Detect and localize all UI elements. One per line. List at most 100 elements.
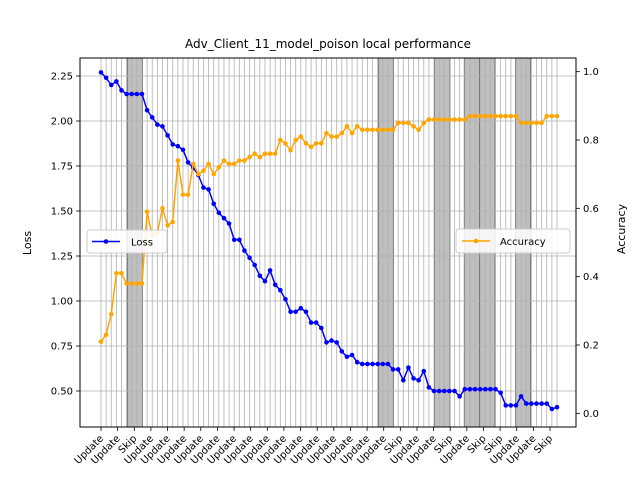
legend-loss-box (86, 229, 168, 254)
data-point (319, 325, 324, 331)
data-point (144, 107, 150, 113)
y-tick-label: 1.00 (51, 297, 73, 308)
data-point (108, 311, 114, 317)
data-point (124, 91, 129, 97)
data-point (308, 144, 314, 150)
y2-tick-label: 0.6 (583, 204, 599, 215)
y2-tick-label: 0.4 (583, 272, 599, 283)
series-loss (98, 70, 560, 412)
data-point (155, 122, 160, 127)
skip-band (378, 57, 394, 428)
data-point (175, 143, 181, 149)
data-point (344, 354, 350, 360)
data-point (390, 367, 396, 372)
data-point (201, 185, 206, 190)
data-point (201, 168, 206, 174)
data-point (493, 113, 498, 119)
legend-accuracy-box (455, 228, 571, 254)
data-point (385, 361, 391, 367)
data-point (267, 151, 273, 156)
data-point (508, 403, 514, 408)
data-point (447, 388, 452, 394)
y2-tick-label: 0.2 (583, 341, 599, 352)
data-point (534, 120, 539, 126)
data-point (114, 270, 119, 276)
y-tick-label: 0.75 (51, 342, 73, 353)
y2-tick-label: 1.0 (583, 67, 599, 78)
skip-band (434, 57, 451, 428)
data-point (447, 117, 452, 122)
legend-loss: Loss (86, 229, 168, 254)
data-point (365, 127, 370, 133)
data-point (298, 134, 304, 139)
data-point (421, 368, 427, 374)
left-axis-ticks: 0.50 0.75 1.00 1.25 1.50 1.75 2.00 2.25 (51, 72, 80, 398)
data-point (349, 352, 355, 358)
y-tick-label: 1.75 (51, 162, 73, 173)
data-point (395, 367, 401, 372)
data-point (539, 401, 544, 406)
data-point (334, 340, 339, 345)
data-point (344, 124, 350, 129)
data-point (482, 113, 488, 119)
data-point (523, 120, 529, 126)
data-point (329, 338, 334, 343)
data-point (467, 113, 473, 119)
data-point (272, 151, 278, 156)
data-point (272, 282, 278, 288)
data-point (288, 147, 293, 153)
data-point (160, 124, 165, 129)
data-point (303, 141, 309, 146)
data-point (431, 117, 437, 122)
data-point (503, 403, 509, 408)
data-point (365, 361, 370, 367)
data-point (267, 268, 273, 273)
data-point (139, 91, 145, 97)
y-tick-label: 2.25 (51, 72, 73, 83)
data-point (119, 88, 124, 93)
data-point (231, 161, 237, 167)
data-point (185, 192, 191, 197)
data-point (103, 332, 109, 338)
data-point (180, 147, 186, 153)
data-point (416, 377, 421, 383)
data-point (375, 361, 380, 367)
data-point (411, 124, 416, 129)
data-point (452, 388, 457, 394)
data-point (298, 305, 304, 311)
data-point (165, 223, 170, 228)
data-point (231, 237, 237, 243)
data-point (529, 401, 534, 406)
data-point (385, 127, 391, 133)
data-point (370, 127, 375, 133)
data-point (498, 113, 503, 119)
data-point (206, 161, 211, 167)
data-point (303, 309, 309, 315)
data-point (467, 386, 473, 392)
data-point (488, 113, 493, 119)
data-point (477, 113, 483, 119)
data-point (216, 165, 222, 170)
y-axis-label: Loss (21, 231, 34, 255)
data-point (103, 75, 109, 81)
y2-axis-label: Accuracy (615, 203, 628, 254)
data-point (149, 115, 155, 120)
data-point (493, 386, 498, 392)
data-point (360, 127, 365, 133)
data-point (400, 120, 406, 126)
data-point (139, 281, 145, 286)
chart-title: Adv_Client_11_model_poison local perform… (185, 37, 471, 51)
data-point (170, 142, 176, 147)
right-axis-ticks: 0.0 0.2 0.4 0.6 0.8 1.0 (576, 67, 599, 420)
data-point (313, 141, 319, 146)
data-point (180, 192, 186, 197)
data-point (544, 401, 550, 406)
data-point (513, 113, 519, 119)
data-point (457, 117, 462, 122)
data-point (334, 134, 339, 139)
y-tick-label: 2.00 (51, 117, 73, 128)
data-point (134, 281, 140, 286)
data-point (462, 386, 468, 392)
data-point (262, 151, 268, 156)
